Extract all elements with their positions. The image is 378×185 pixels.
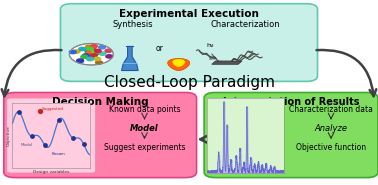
Point: [15, 110, 22, 113]
Circle shape: [99, 46, 105, 49]
X-axis label: Design variables: Design variables: [33, 170, 69, 174]
Text: Analyze: Analyze: [314, 124, 347, 133]
Circle shape: [92, 50, 99, 54]
Text: Characterization data: Characterization data: [289, 105, 373, 114]
Circle shape: [90, 48, 97, 52]
Text: Interpretation of Results: Interpretation of Results: [223, 97, 359, 107]
Circle shape: [89, 54, 96, 58]
FancyBboxPatch shape: [204, 92, 378, 178]
Text: Decision Making: Decision Making: [52, 97, 149, 107]
Polygon shape: [172, 59, 185, 67]
Text: hν: hν: [206, 43, 214, 48]
Polygon shape: [122, 46, 138, 70]
Circle shape: [91, 45, 98, 48]
Text: Objective function: Objective function: [296, 143, 366, 152]
Point: [56, 119, 62, 122]
Text: Suggest experiments: Suggest experiments: [104, 143, 185, 152]
Circle shape: [82, 54, 89, 57]
Circle shape: [85, 50, 92, 53]
FancyArrowPatch shape: [200, 136, 207, 143]
Text: Experimental Execution: Experimental Execution: [119, 9, 259, 19]
FancyArrowPatch shape: [316, 50, 376, 96]
Circle shape: [69, 50, 76, 54]
Circle shape: [87, 47, 93, 51]
FancyBboxPatch shape: [60, 4, 318, 81]
Circle shape: [77, 60, 84, 63]
Text: Known: Known: [51, 152, 65, 156]
Text: Known data points: Known data points: [109, 105, 180, 114]
Text: Synthesis: Synthesis: [112, 20, 153, 29]
Circle shape: [96, 61, 102, 64]
Text: Model: Model: [20, 143, 33, 147]
Polygon shape: [212, 61, 242, 64]
Circle shape: [105, 49, 112, 52]
Text: Closed-Loop Paradigm: Closed-Loop Paradigm: [104, 75, 274, 90]
Y-axis label: Objective: Objective: [7, 125, 11, 146]
Circle shape: [81, 55, 88, 58]
FancyArrowPatch shape: [2, 50, 62, 96]
Point: [81, 143, 87, 146]
Point: [29, 134, 35, 137]
Circle shape: [86, 51, 93, 55]
Circle shape: [70, 43, 113, 65]
Text: Suggested: Suggested: [42, 107, 64, 111]
Circle shape: [73, 50, 80, 53]
Circle shape: [77, 59, 84, 62]
Point: [42, 144, 48, 147]
FancyBboxPatch shape: [7, 98, 96, 173]
Circle shape: [85, 45, 92, 48]
Text: Characterization: Characterization: [211, 20, 280, 29]
Point: [70, 136, 76, 139]
Circle shape: [91, 54, 98, 57]
Circle shape: [106, 55, 113, 58]
FancyBboxPatch shape: [4, 92, 197, 178]
Text: or: or: [155, 44, 163, 53]
Circle shape: [99, 52, 106, 55]
Circle shape: [92, 52, 99, 55]
Text: Model: Model: [130, 124, 159, 133]
Polygon shape: [168, 58, 190, 70]
Circle shape: [94, 57, 101, 60]
Circle shape: [87, 57, 93, 61]
Circle shape: [94, 49, 101, 53]
Point: [37, 110, 43, 113]
Circle shape: [79, 47, 86, 51]
